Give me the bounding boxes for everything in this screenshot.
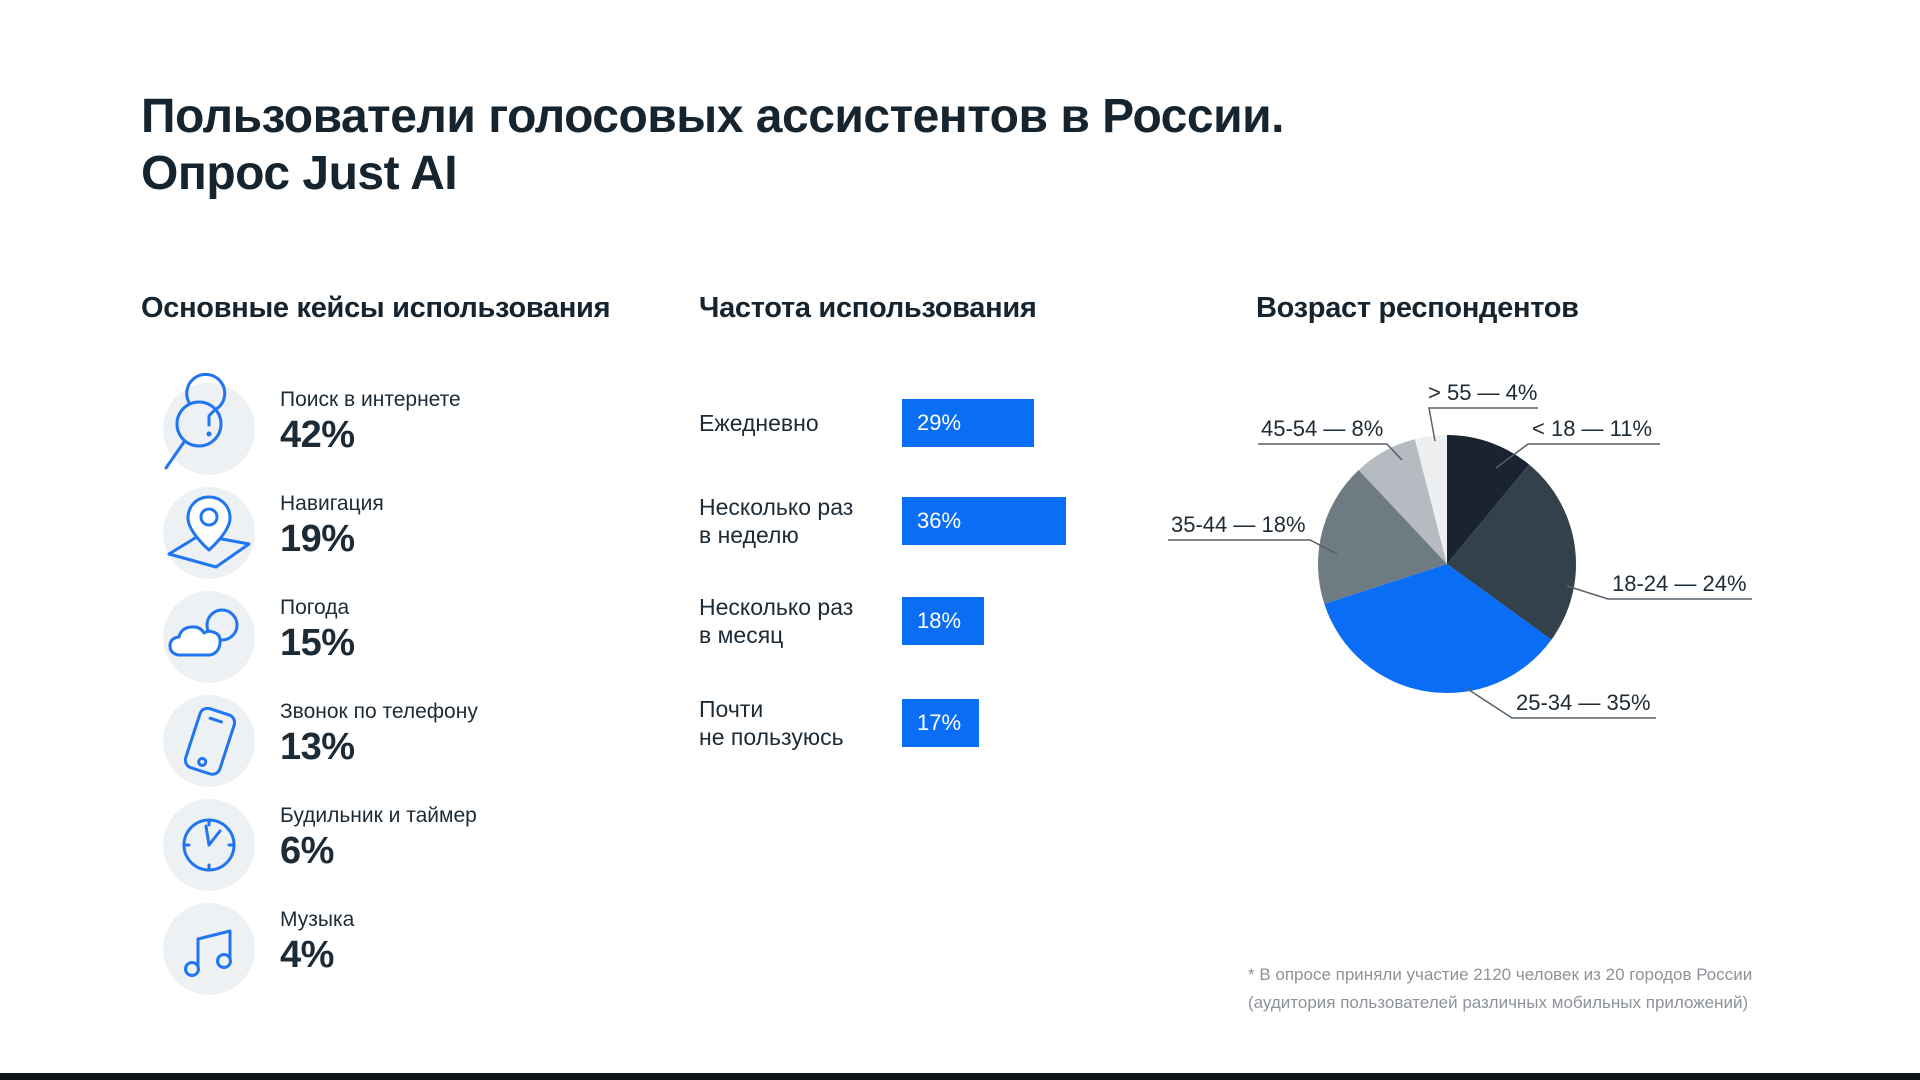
pie-label-over-55: > 55 — 4% xyxy=(1428,380,1538,405)
page-title: Пользователи голосовых ассистентов в Рос… xyxy=(141,88,1284,202)
bar-almost-never: 17% xyxy=(902,699,979,747)
bar-value-label: 36% xyxy=(917,508,962,533)
icon-circle xyxy=(163,372,255,475)
icon-circle xyxy=(163,591,255,683)
pie-label-25-34: 25-34 — 35% xyxy=(1516,690,1651,715)
pie-slice-over-55 xyxy=(1414,435,1447,564)
use-case-label: Погода xyxy=(280,596,350,619)
icon-circle xyxy=(163,799,255,891)
bar-value-label: 29% xyxy=(917,410,962,435)
weather-icon xyxy=(168,608,239,657)
bar-label-daily: Ежедневно xyxy=(699,410,819,436)
bar-label-almost-never: Почти не пользуюсь xyxy=(699,696,844,750)
search-icon xyxy=(164,372,227,470)
use-case-text: Звонок по телефону 13% xyxy=(280,698,610,769)
page-title-line2: Опрос Just AI xyxy=(141,147,458,200)
use-case-text: Поиск в интернете 42% xyxy=(280,386,610,457)
pie-slice-35-44 xyxy=(1317,470,1447,604)
navigation-icon xyxy=(167,495,251,569)
use-case-text: Погода 15% xyxy=(280,594,610,665)
survey-footnote: * В опросе приняли участие 2120 человек … xyxy=(1248,961,1752,1017)
pie-label-under-18: < 18 — 11% xyxy=(1532,416,1653,441)
icon-circle xyxy=(163,903,255,995)
age-heading: Возраст респондентов xyxy=(1256,292,1579,324)
use-case-label: Навигация xyxy=(280,492,384,515)
pie-slice-45-54 xyxy=(1358,439,1447,564)
bar-daily: 29% xyxy=(902,399,1034,447)
use-case-value: 42% xyxy=(280,414,355,456)
pie-label-35-44: 35-44 — 18% xyxy=(1171,512,1306,537)
footnote-line1: * В опросе приняли участие 2120 человек … xyxy=(1248,965,1753,984)
pie-label-18-24: 18-24 — 24% xyxy=(1612,571,1747,596)
bar-value-label: 18% xyxy=(917,608,962,633)
use-case-label: Музыка xyxy=(280,908,355,931)
use-cases-heading: Основные кейсы использования xyxy=(141,292,611,324)
bar-label-several-week: Несколько раз в неделю xyxy=(699,494,854,548)
pie-slice-under-18 xyxy=(1447,435,1530,564)
use-case-label: Будильник и таймер xyxy=(280,804,477,827)
use-case-value: 15% xyxy=(280,622,355,664)
use-case-value: 6% xyxy=(280,830,334,872)
use-case-text: Будильник и таймер 6% xyxy=(280,802,610,873)
pie-label-45-54: 45-54 — 8% xyxy=(1261,416,1384,441)
icon-circle xyxy=(163,487,255,579)
use-case-text: Музыка 4% xyxy=(280,906,610,977)
alarm-icon xyxy=(182,818,236,872)
pie-slice-18-24 xyxy=(1447,464,1577,640)
pie-leader-lines xyxy=(1168,407,1752,719)
phone-icon xyxy=(183,706,237,776)
bar-several-week: 36% xyxy=(902,497,1066,545)
age-pie-chart xyxy=(1150,370,1810,730)
bottom-bar xyxy=(0,1073,1920,1080)
pie-slice-25-34 xyxy=(1324,564,1552,694)
page-title-line1: Пользователи голосовых ассистентов в Рос… xyxy=(141,90,1284,143)
bar-several-month: 18% xyxy=(902,597,984,645)
use-case-value: 4% xyxy=(280,934,334,976)
use-case-label: Поиск в интернете xyxy=(280,388,461,411)
age-pie-svg xyxy=(1168,407,1752,719)
frequency-heading: Частота использования xyxy=(699,292,1037,324)
icon-circle xyxy=(163,695,255,787)
music-icon xyxy=(184,929,232,977)
footnote-line2: (аудитория пользователей различных мобил… xyxy=(1248,993,1749,1012)
use-case-text: Навигация 19% xyxy=(280,490,610,561)
bar-label-several-month: Несколько раз в месяц xyxy=(699,594,854,648)
use-case-value: 13% xyxy=(280,726,355,768)
use-case-label: Звонок по телефону xyxy=(280,700,478,723)
use-case-value: 19% xyxy=(280,518,355,560)
bar-value-label: 17% xyxy=(917,710,962,735)
